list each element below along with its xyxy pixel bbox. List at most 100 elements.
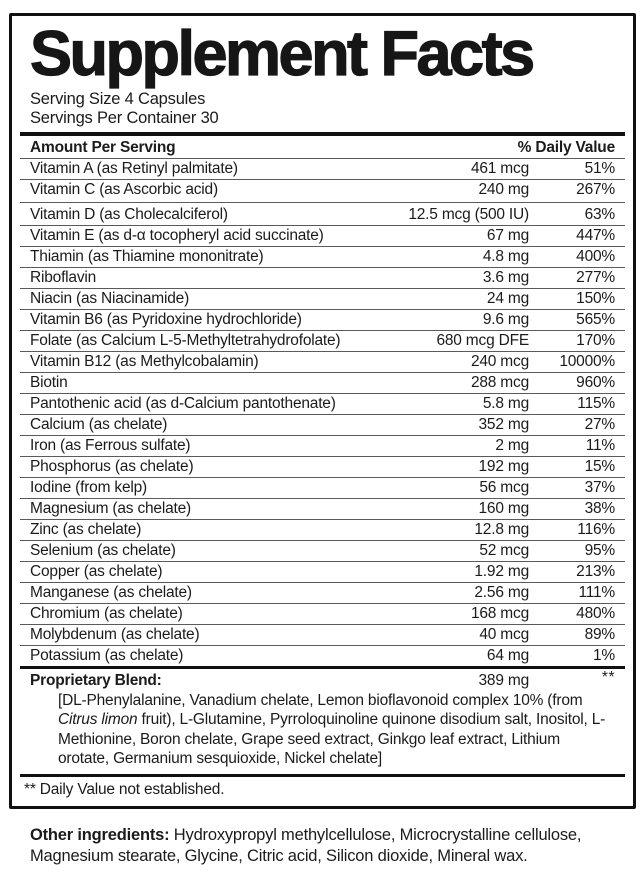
table-row: Riboflavin 3.6 mg 277%	[20, 266, 625, 288]
thick-divider-top	[20, 131, 625, 136]
nutrient-daily-value: 63%	[584, 205, 616, 223]
nutrient-amount: 1.92 mg	[474, 562, 529, 580]
nutrient-name: Biotin	[30, 373, 68, 391]
nutrient-amount: 352 mg	[478, 415, 530, 433]
other-ingredients-text: Hydroxypropyl methylcellulose, Microcrys…	[30, 825, 582, 865]
nutrient-daily-value: 170%	[576, 331, 615, 349]
blend-daily-value-marker: **	[601, 668, 615, 686]
panel-title: Supplement Facts	[29, 19, 535, 89]
nutrient-name: Vitamin E (as d-α tocopheryl acid succin…	[30, 226, 324, 244]
daily-value-footnote: ** Daily Value not established.	[20, 773, 625, 806]
nutrient-name: Vitamin B6 (as Pyridoxine hydrochloride)	[30, 310, 302, 328]
nutrient-daily-value: 213%	[576, 562, 615, 580]
nutrient-amount: 680 mcg DFE	[436, 331, 529, 349]
nutrient-daily-value: 38%	[584, 499, 616, 517]
nutrient-amount: 40 mcg	[479, 625, 529, 643]
nutrient-daily-value: 37%	[584, 478, 616, 496]
nutrient-daily-value: 960%	[576, 373, 615, 391]
nutrient-daily-value: 150%	[576, 289, 615, 307]
nutrient-amount: 461 mcg	[470, 159, 529, 177]
other-ingredients-label: Other ingredients:	[30, 825, 170, 844]
nutrient-name: Potassium (as chelate)	[30, 646, 184, 664]
nutrient-daily-value: 15%	[584, 457, 616, 475]
nutrient-name: Riboflavin	[30, 268, 97, 286]
nutrient-daily-value: 10000%	[559, 352, 615, 370]
nutrient-amount: 240 mcg	[470, 352, 529, 370]
table-row: Vitamin C (as Ascorbic acid) 240 mg 267%	[20, 178, 625, 200]
nutrient-daily-value: 400%	[576, 247, 615, 265]
nutrient-amount: 168 mcg	[470, 604, 529, 622]
nutrient-amount: 3.6 mg	[482, 268, 529, 286]
table-row: Vitamin A (as Retinyl palmitate) 461 mcg…	[20, 157, 625, 179]
nutrient-amount: 9.6 mg	[482, 310, 529, 328]
column-header-amount-per-serving: Amount Per Serving	[30, 138, 176, 156]
nutrient-amount: 64 mg	[486, 646, 529, 664]
table-row: Manganese (as chelate) 2.56 mg 111%	[20, 581, 625, 603]
table-header-row: Amount Per Serving % Daily Value	[20, 136, 625, 158]
nutrient-name: Vitamin D (as Cholecalciferol)	[30, 205, 228, 223]
nutrient-name: Iron (as Ferrous sulfate)	[30, 436, 191, 454]
table-row: Vitamin B6 (as Pyridoxine hydrochloride)…	[20, 308, 625, 330]
nutrient-daily-value: 267%	[576, 180, 615, 198]
nutrient-name: Zinc (as chelate)	[30, 520, 142, 538]
nutrient-name: Selenium (as chelate)	[30, 541, 176, 559]
table-row: Biotin 288 mcg 960%	[20, 371, 625, 393]
nutrient-name: Niacin (as Niacinamide)	[30, 289, 190, 307]
nutrient-name: Phosphorus (as chelate)	[30, 457, 194, 475]
nutrient-daily-value: 116%	[577, 520, 615, 538]
other-ingredients: Other ingredients: Hydroxypropyl methylc…	[30, 825, 616, 867]
nutrient-name: Iodine (from kelp)	[30, 478, 148, 496]
nutrient-amount: 56 mcg	[479, 478, 529, 496]
table-row: Copper (as chelate) 1.92 mg 213%	[20, 560, 625, 582]
blend-description-prefix: [DL-Phenylalanine, Vanadium chelate, Lem…	[58, 691, 583, 709]
table-row: Selenium (as chelate) 52 mcg 95%	[20, 539, 625, 561]
nutrient-name: Calcium (as chelate)	[30, 415, 168, 433]
nutrient-amount: 240 mg	[478, 180, 530, 198]
table-row: Folate (as Calcium L-5-Methyltetrahydrof…	[20, 329, 625, 351]
servings-per-container: Servings Per Container 30	[30, 108, 219, 127]
nutrient-daily-value: 480%	[576, 604, 615, 622]
table-row: Iron (as Ferrous sulfate) 2 mg 11%	[20, 434, 625, 456]
nutrient-name: Chromium (as chelate)	[30, 604, 183, 622]
nutrient-daily-value: 447%	[576, 226, 615, 244]
blend-botanical-name: Citrus limon	[58, 711, 138, 729]
table-row: Potassium (as chelate) 64 mg 1%	[20, 644, 625, 666]
nutrient-daily-value: 27%	[584, 415, 616, 433]
table-row: Chromium (as chelate) 168 mcg 480%	[20, 602, 625, 624]
nutrient-name: Thiamin (as Thiamine mononitrate)	[30, 247, 264, 265]
nutrient-amount: 4.8 mg	[482, 247, 529, 265]
nutrient-name: Manganese (as chelate)	[30, 583, 192, 601]
nutrient-daily-value: 11%	[585, 436, 615, 454]
blend-description-suffix: fruit), L-Glutamine, Pyrroloquinoline qu…	[58, 711, 606, 768]
table-row: Niacin (as Niacinamide) 24 mg 150%	[20, 287, 625, 309]
nutrient-name: Magnesium (as chelate)	[30, 499, 192, 517]
proprietary-blend-row: Proprietary Blend: 389 mg **	[20, 669, 625, 690]
nutrient-amount: 2 mg	[495, 436, 529, 454]
nutrient-name: Pantothenic acid (as d-Calcium pantothen…	[30, 394, 336, 412]
serving-size: Serving Size 4 Capsules	[30, 89, 206, 108]
table-row: Phosphorus (as chelate) 192 mg 15%	[20, 455, 625, 477]
table-row: Iodine (from kelp) 56 mcg 37%	[20, 476, 625, 498]
table-row: Thiamin (as Thiamine mononitrate) 4.8 mg…	[20, 245, 625, 267]
nutrient-amount: 12.8 mg	[474, 520, 529, 538]
nutrient-daily-value: 51%	[584, 159, 616, 177]
table-row: Zinc (as chelate) 12.8 mg 116%	[20, 518, 625, 540]
table-row: Vitamin E (as d-α tocopheryl acid succin…	[20, 224, 625, 246]
table-row: Vitamin B12 (as Methylcobalamin) 240 mcg…	[20, 350, 625, 372]
nutrient-amount: 2.56 mg	[474, 583, 529, 601]
serving-info: Serving Size 4 Capsules Servings Per Con…	[30, 90, 615, 128]
nutrient-amount: 192 mg	[478, 457, 530, 475]
nutrient-name: Molybdenum (as chelate)	[30, 625, 200, 643]
table-row: Calcium (as chelate) 352 mg 27%	[20, 413, 625, 435]
blend-label: Proprietary Blend:	[30, 671, 162, 689]
nutrient-daily-value: 1%	[592, 646, 615, 664]
table-row: Molybdenum (as chelate) 40 mcg 89%	[20, 623, 625, 645]
blend-ingredients-list: [DL-Phenylalanine, Vanadium chelate, Lem…	[20, 690, 625, 774]
nutrient-name: Vitamin B12 (as Methylcobalamin)	[30, 352, 259, 370]
column-header-daily-value: % Daily Value	[517, 138, 616, 156]
nutrient-daily-value: 115%	[577, 394, 615, 412]
nutrient-amount: 24 mg	[486, 289, 529, 307]
nutrient-table: Vitamin A (as Retinyl palmitate) 461 mcg…	[12, 157, 633, 666]
blend-amount: 389 mg	[478, 671, 530, 689]
table-row: Magnesium (as chelate) 160 mg 38%	[20, 497, 625, 519]
